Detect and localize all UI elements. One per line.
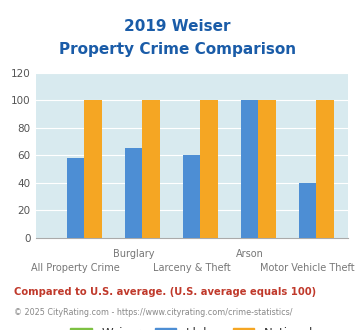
Bar — [67, 158, 84, 238]
Text: Arson: Arson — [236, 249, 264, 259]
Bar — [84, 100, 102, 238]
Text: All Property Crime: All Property Crime — [31, 263, 120, 273]
Text: Property Crime Comparison: Property Crime Comparison — [59, 42, 296, 57]
Bar — [299, 182, 316, 238]
Text: Motor Vehicle Theft: Motor Vehicle Theft — [260, 263, 355, 273]
Text: Burglary: Burglary — [113, 249, 154, 259]
Text: Compared to U.S. average. (U.S. average equals 100): Compared to U.S. average. (U.S. average … — [14, 287, 316, 297]
Bar — [200, 100, 218, 238]
Bar — [142, 100, 160, 238]
Text: © 2025 CityRating.com - https://www.cityrating.com/crime-statistics/: © 2025 CityRating.com - https://www.city… — [14, 308, 293, 317]
Bar — [125, 148, 142, 238]
Text: 2019 Weiser: 2019 Weiser — [124, 19, 231, 34]
Bar — [183, 155, 200, 238]
Bar — [316, 100, 334, 238]
Text: Larceny & Theft: Larceny & Theft — [153, 263, 231, 273]
Legend: Weiser, Idaho, National: Weiser, Idaho, National — [66, 323, 318, 330]
Bar — [241, 100, 258, 238]
Bar — [258, 100, 276, 238]
